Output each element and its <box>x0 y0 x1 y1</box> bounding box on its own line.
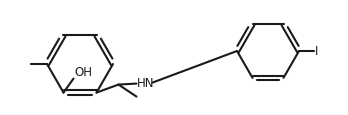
Text: OH: OH <box>74 65 93 78</box>
Text: HN: HN <box>136 76 154 89</box>
Text: I: I <box>315 45 318 58</box>
